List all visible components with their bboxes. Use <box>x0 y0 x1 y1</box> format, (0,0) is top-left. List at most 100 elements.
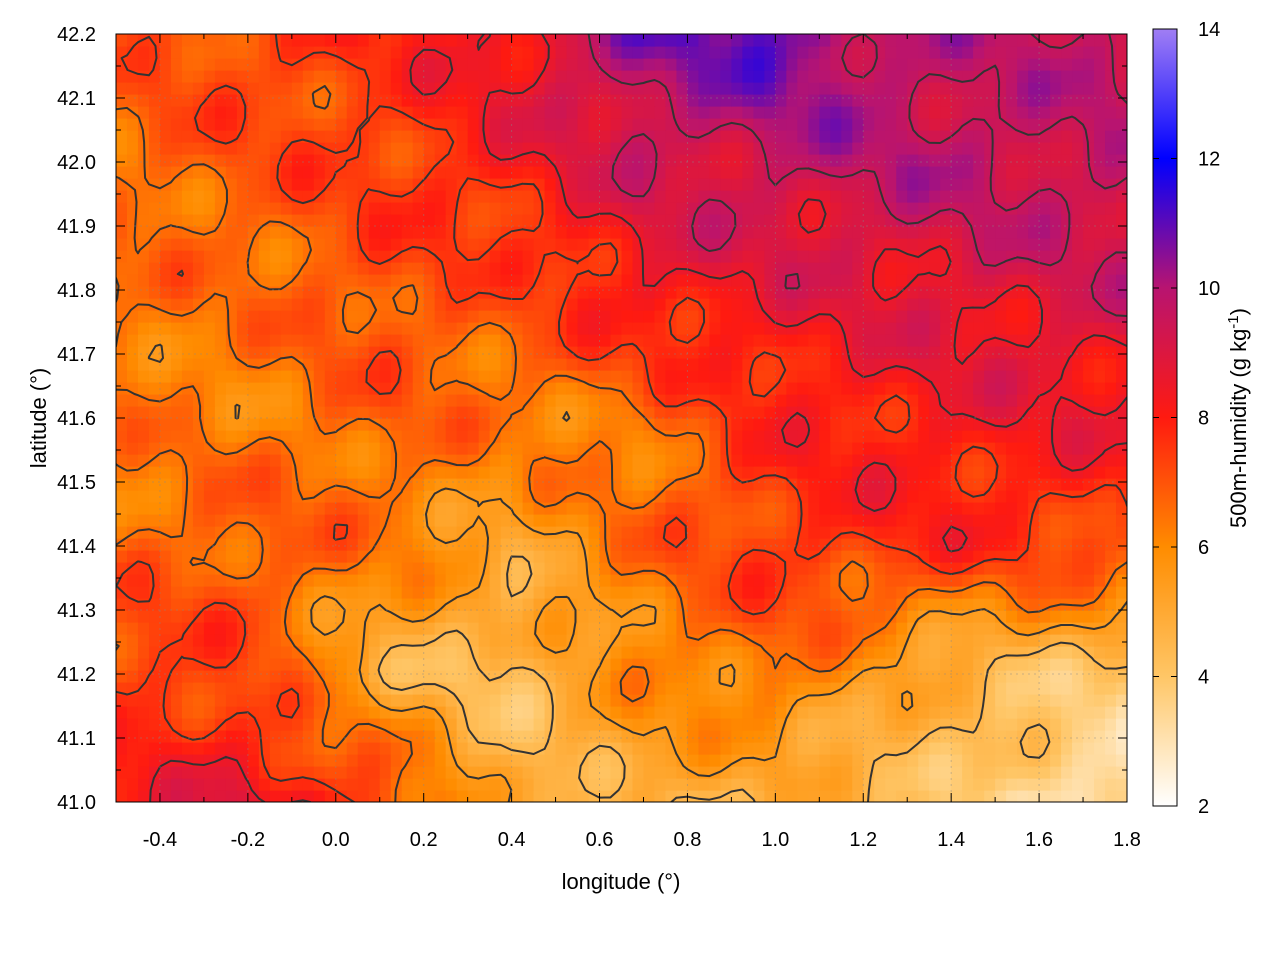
heatmap-cell <box>335 154 348 167</box>
heatmap-cell <box>643 394 656 407</box>
heatmap-cell <box>434 310 447 323</box>
heatmap-cell <box>500 730 513 743</box>
heatmap-cell <box>203 190 216 203</box>
heatmap-cell <box>346 142 359 155</box>
heatmap-cell <box>753 478 765 491</box>
heatmap-cell <box>302 166 315 179</box>
heatmap-cell <box>434 538 447 551</box>
heatmap-cell <box>1083 406 1095 419</box>
heatmap-cell <box>665 586 678 599</box>
heatmap-cell <box>434 334 447 347</box>
heatmap-cell <box>544 670 557 683</box>
heatmap-cell <box>610 574 623 587</box>
heatmap-cell <box>137 742 150 755</box>
heatmap-cell <box>511 730 524 743</box>
heatmap-cell <box>522 586 535 599</box>
heatmap-cell <box>137 250 150 263</box>
heatmap-cell <box>962 418 974 431</box>
heatmap-cell <box>1017 430 1029 443</box>
heatmap-cell <box>302 790 315 802</box>
heatmap-cell <box>445 406 458 419</box>
heatmap-cell <box>181 238 194 251</box>
heatmap-cell <box>962 490 974 503</box>
heatmap-cell <box>731 262 743 275</box>
heatmap-cell <box>1039 238 1051 251</box>
heatmap-cell <box>533 598 546 611</box>
heatmap-cell <box>137 670 150 683</box>
heatmap-cell <box>610 694 623 707</box>
heatmap-cell <box>951 298 963 311</box>
heatmap-cell <box>852 202 864 215</box>
heatmap-cell <box>896 346 908 359</box>
heatmap-cell <box>555 418 568 431</box>
heatmap-cell <box>918 766 930 779</box>
heatmap-cell <box>203 334 216 347</box>
heatmap-cell <box>555 286 568 299</box>
heatmap-cell <box>830 214 842 227</box>
heatmap-cell <box>973 202 985 215</box>
heatmap-cell <box>357 670 370 683</box>
heatmap-cell <box>390 622 403 635</box>
heatmap-cell <box>1050 178 1062 191</box>
heatmap-cell <box>116 214 128 227</box>
heatmap-cell <box>346 346 359 359</box>
heatmap-cell <box>423 502 436 515</box>
heatmap-cell <box>841 310 853 323</box>
heatmap-cell <box>808 502 820 515</box>
heatmap-cell <box>390 526 403 539</box>
heatmap-cell <box>764 322 776 335</box>
heatmap-cell <box>368 430 381 443</box>
heatmap-cell <box>1006 550 1018 563</box>
heatmap-cell <box>841 538 853 551</box>
heatmap-cell <box>489 310 502 323</box>
heatmap-cell <box>830 730 842 743</box>
heatmap-cell <box>181 142 194 155</box>
heatmap-cell <box>1039 478 1051 491</box>
heatmap-cell <box>126 262 139 275</box>
heatmap-cell <box>775 154 787 167</box>
heatmap-cell <box>610 334 623 347</box>
heatmap-cell <box>599 646 612 659</box>
heatmap-cell <box>1083 418 1095 431</box>
heatmap-cell <box>973 334 985 347</box>
heatmap-cell <box>797 790 809 802</box>
heatmap-cell <box>808 694 820 707</box>
heatmap-cell <box>368 214 381 227</box>
heatmap-cell <box>852 262 864 275</box>
heatmap-cell <box>225 742 238 755</box>
heatmap-cell <box>577 406 590 419</box>
heatmap-cell <box>621 322 634 335</box>
heatmap-cell <box>302 358 315 371</box>
heatmap-cell <box>599 406 612 419</box>
heatmap-cell <box>148 646 161 659</box>
heatmap-cell <box>1094 490 1106 503</box>
heatmap-cell <box>478 214 491 227</box>
heatmap-cell <box>621 754 634 767</box>
heatmap-cell <box>159 274 172 287</box>
heatmap-cell <box>951 682 963 695</box>
heatmap-cell <box>610 466 623 479</box>
heatmap-cell <box>643 274 656 287</box>
heatmap-cell <box>676 586 689 599</box>
heatmap-cell <box>1028 250 1040 263</box>
heatmap-cell <box>676 178 689 191</box>
heatmap-cell <box>335 538 348 551</box>
heatmap-cell <box>214 670 227 683</box>
heatmap-cell <box>1094 598 1106 611</box>
heatmap-cell <box>654 718 667 731</box>
heatmap-cell <box>709 778 721 791</box>
heatmap-cell <box>346 574 359 587</box>
heatmap-cell <box>1116 214 1127 227</box>
heatmap-cell <box>434 238 447 251</box>
heatmap-cell <box>346 370 359 383</box>
heatmap-cell <box>412 382 425 395</box>
heatmap-cell <box>170 154 183 167</box>
heatmap-cell <box>709 514 721 527</box>
heatmap-cell <box>313 742 326 755</box>
heatmap-cell <box>280 682 293 695</box>
heatmap-cell <box>610 418 623 431</box>
heatmap-cell <box>511 262 524 275</box>
heatmap-cell <box>390 550 403 563</box>
heatmap-cell <box>368 730 381 743</box>
heatmap-cell <box>940 250 952 263</box>
